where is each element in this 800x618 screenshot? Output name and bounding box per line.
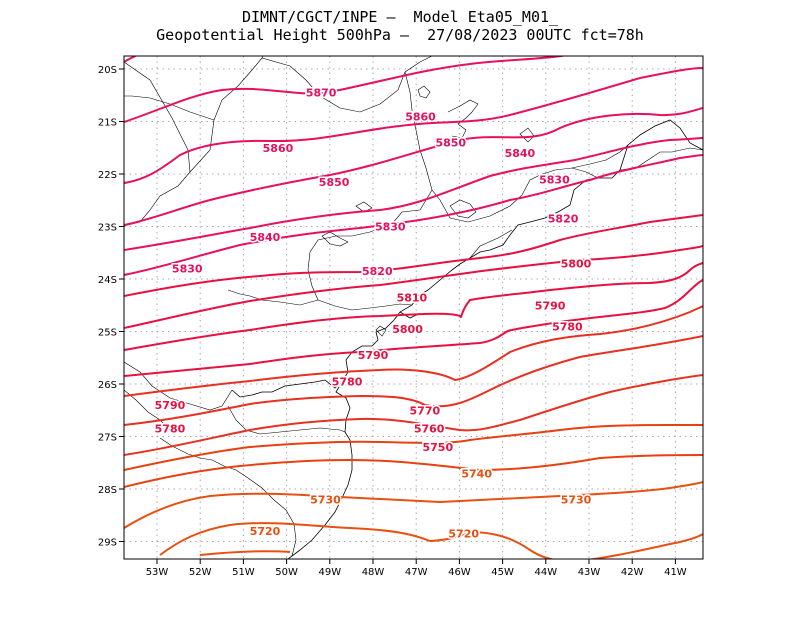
contour-label: 5800 — [561, 257, 592, 270]
contour-label: 5790 — [155, 399, 186, 412]
lon-label: 52W — [189, 567, 212, 578]
contour-line — [124, 305, 703, 397]
contour-label: 5740 — [461, 467, 492, 480]
lat-label: 27S — [98, 433, 117, 444]
contour-label: 5770 — [410, 404, 441, 417]
contour-label: 5750 — [422, 441, 453, 454]
contour-label: 5730 — [561, 494, 592, 507]
contour-line — [124, 56, 138, 63]
contour-label: 5800 — [392, 323, 423, 336]
contour-line — [199, 550, 291, 556]
contour-label: 5720 — [250, 525, 281, 538]
lon-label: 53W — [146, 567, 169, 578]
axis-ticks: 53W 52W 51W 50W 49W 48W 47W 46W 45W 44W 43W 42W 41W 2… — [98, 65, 687, 578]
lon-label: 43W — [578, 567, 601, 578]
lat-label: 21S — [98, 118, 117, 129]
lon-label: 49W — [318, 567, 341, 578]
contour-label: 5780 — [332, 375, 363, 388]
contour-line — [124, 262, 703, 351]
lat-label: 20S — [98, 65, 117, 76]
contour-line — [124, 481, 703, 529]
lon-label: 50W — [275, 567, 298, 578]
contour-label: 5840 — [505, 147, 536, 160]
lat-label: 25S — [98, 328, 117, 339]
contour-label: 5810 — [397, 291, 428, 304]
contour-label: 5870 — [306, 87, 337, 100]
contour-label: 5780 — [552, 320, 583, 333]
lat-label: 28S — [98, 485, 117, 496]
contour-line — [124, 423, 703, 471]
contour-line — [159, 522, 556, 559]
lon-label: 44W — [534, 567, 557, 578]
contour-label: 5830 — [375, 221, 406, 234]
map-title-line2: Geopotential Height 500hPa – 27/08/2023 … — [156, 26, 644, 44]
lon-label: 42W — [621, 567, 644, 578]
lat-label: 24S — [98, 275, 117, 286]
contour-label: 5860 — [405, 110, 436, 123]
plot-frame — [123, 55, 704, 560]
contour-line — [124, 137, 703, 251]
contour-label: 5720 — [448, 528, 479, 541]
contour-line — [124, 454, 703, 488]
lon-label: 41W — [664, 567, 687, 578]
contour-line — [124, 154, 703, 276]
contour-line — [124, 374, 703, 456]
coastline — [231, 119, 703, 559]
contour-label: 5760 — [414, 423, 445, 436]
lat-lon-grid — [124, 56, 703, 559]
lat-label: 22S — [98, 170, 117, 181]
contour-label: 5830 — [539, 173, 570, 186]
lat-label: 23S — [98, 223, 117, 234]
contour-label: 5860 — [263, 142, 294, 155]
contour-line — [124, 67, 703, 184]
map-title-line1: DIMNT/CGCT/INPE – Model Eta05_M01_ — [241, 8, 559, 26]
contour-label: 5820 — [362, 265, 393, 278]
contour-line — [124, 107, 703, 226]
contour-label: 5790 — [358, 349, 389, 362]
contour-label: 5780 — [155, 423, 186, 436]
lon-label: 48W — [362, 567, 385, 578]
contour-line — [124, 279, 703, 377]
lon-label: 46W — [448, 567, 471, 578]
contour-label: 5850 — [435, 137, 466, 150]
lat-label: 29S — [98, 538, 117, 549]
contour-line — [124, 245, 703, 329]
contour-label: 5840 — [250, 231, 281, 244]
contour-line — [124, 335, 703, 426]
lat-label: 26S — [98, 380, 117, 391]
contour-line — [587, 533, 703, 559]
lon-label: 51W — [232, 567, 255, 578]
contour-label: 5730 — [310, 494, 341, 507]
contour-line — [124, 56, 568, 123]
lon-label: 45W — [491, 567, 514, 578]
contour-line — [124, 214, 703, 297]
contour-labels: 5870 5860 5860 5850 5840 5850 5830 5830 5820 5840… — [153, 85, 593, 542]
contour-label: 5850 — [319, 176, 350, 189]
contour-label: 5820 — [548, 213, 579, 226]
contour-label: 5830 — [172, 263, 203, 276]
height-contours — [124, 56, 703, 559]
contour-label: 5790 — [535, 299, 566, 312]
lon-label: 47W — [405, 567, 428, 578]
